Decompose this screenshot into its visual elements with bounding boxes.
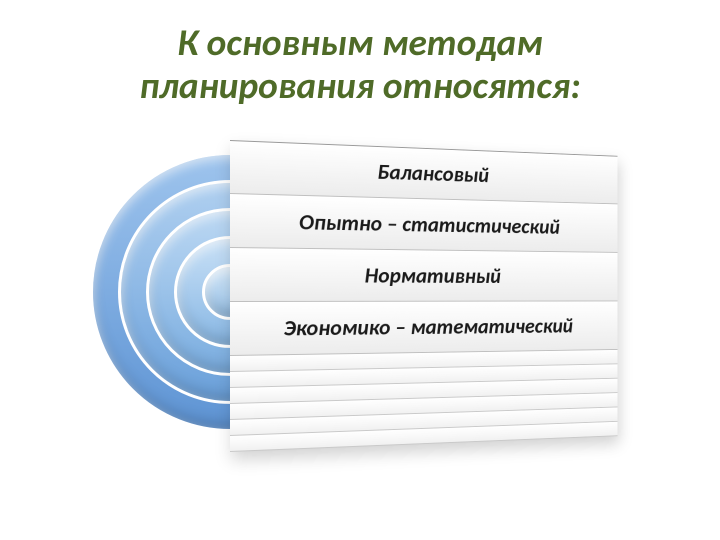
slide-title: К основным методам планирования относятс… — [0, 0, 720, 108]
method-label: Экономико – математический — [284, 313, 573, 342]
methods-panel-inner: Балансовый Опытно – статистический Нормати… — [230, 140, 617, 452]
methods-panel: Балансовый Опытно – статистический Нормати… — [230, 140, 650, 452]
slide-title-line1: К основным методам — [0, 22, 720, 65]
method-label: Нормативный — [365, 262, 501, 289]
method-label: Опытно – статистический — [299, 208, 560, 240]
slide-title-line2: планирования относятся: — [0, 65, 720, 108]
method-row-1: Опытно – статистический — [230, 194, 617, 253]
diagram-stage: Балансовый Опытно – статистический Нормати… — [110, 132, 630, 462]
method-row-0: Балансовый — [230, 140, 617, 204]
method-row-2: Нормативный — [230, 248, 617, 302]
method-row-3: Экономико – математический — [230, 301, 617, 356]
method-label: Балансовый — [377, 158, 489, 188]
